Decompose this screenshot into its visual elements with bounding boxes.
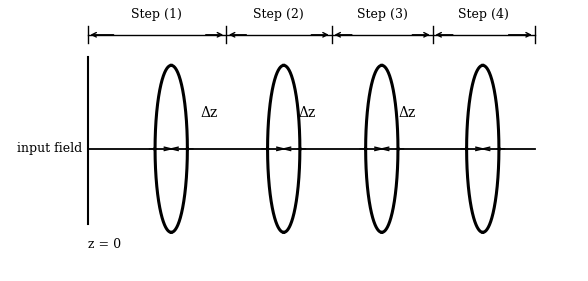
- Text: Step (1): Step (1): [131, 8, 182, 21]
- Text: Step (3): Step (3): [357, 8, 407, 21]
- Text: z = 0: z = 0: [88, 238, 121, 251]
- Text: Step (4): Step (4): [458, 8, 509, 21]
- Text: Δz: Δz: [298, 106, 315, 120]
- Text: Step (2): Step (2): [253, 8, 304, 21]
- Text: input field: input field: [16, 142, 82, 155]
- Text: Δz: Δz: [398, 106, 415, 120]
- Text: Δz: Δz: [200, 106, 218, 120]
